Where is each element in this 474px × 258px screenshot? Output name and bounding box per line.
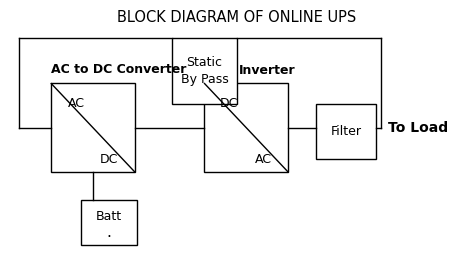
Bar xyxy=(51,84,135,172)
Text: Filter: Filter xyxy=(331,125,362,138)
Bar xyxy=(204,84,288,172)
Text: BLOCK DIAGRAM OF ONLINE UPS: BLOCK DIAGRAM OF ONLINE UPS xyxy=(118,10,356,25)
Bar xyxy=(316,104,376,159)
Text: AC to DC Converter: AC to DC Converter xyxy=(51,63,187,76)
Text: AC: AC xyxy=(67,97,84,110)
Text: To Load: To Load xyxy=(388,121,448,135)
Text: Batt: Batt xyxy=(96,210,122,223)
Bar xyxy=(82,200,137,245)
Text: Static
By Pass: Static By Pass xyxy=(181,56,228,86)
Text: .: . xyxy=(107,225,112,240)
Text: Inverter: Inverter xyxy=(239,64,296,77)
Text: DC: DC xyxy=(220,97,238,110)
Text: AC: AC xyxy=(255,153,272,166)
Bar xyxy=(172,38,237,104)
Text: DC: DC xyxy=(100,153,118,166)
